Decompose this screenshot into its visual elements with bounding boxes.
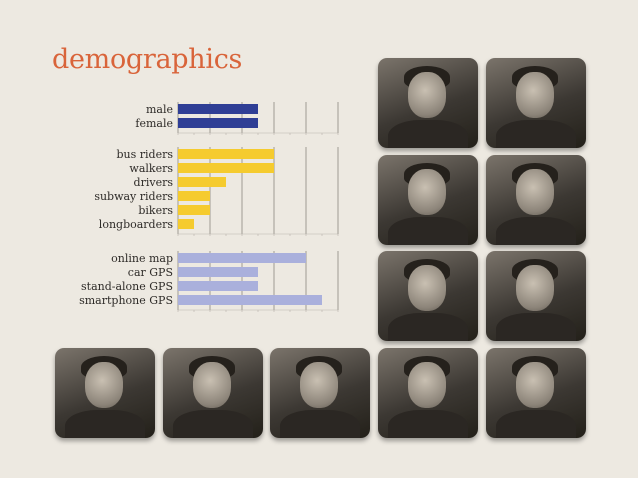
photo-head <box>408 169 446 215</box>
photo-person-3 <box>378 155 478 245</box>
bar <box>178 177 226 187</box>
photo-person-9 <box>270 348 370 438</box>
photo-person-6 <box>486 251 586 341</box>
category-label: male <box>146 103 173 116</box>
photo-head <box>408 362 446 408</box>
category-label: longboarders <box>99 218 174 231</box>
bar <box>178 205 210 215</box>
category-label: car GPS <box>128 266 173 279</box>
photo-person-10 <box>378 348 478 438</box>
photo-head <box>85 362 123 408</box>
category-label: walkers <box>129 162 173 175</box>
photo-head <box>516 72 554 118</box>
photo-body <box>496 217 576 245</box>
bar <box>178 267 258 277</box>
bar <box>178 219 194 229</box>
photo-body <box>388 217 468 245</box>
category-label: drivers <box>134 176 174 189</box>
category-label: female <box>135 117 173 130</box>
photo-head <box>193 362 231 408</box>
photo-person-2 <box>486 58 586 148</box>
bar <box>178 295 322 305</box>
category-label: stand-alone GPS <box>81 280 173 293</box>
bar <box>178 163 274 173</box>
bar <box>178 191 210 201</box>
photo-head <box>516 265 554 311</box>
bar <box>178 118 258 128</box>
photo-body <box>388 120 468 148</box>
page-title: demographics <box>52 44 243 75</box>
photo-body <box>65 410 145 438</box>
photo-body <box>280 410 360 438</box>
photo-head <box>408 265 446 311</box>
photo-body <box>173 410 253 438</box>
photo-head <box>408 72 446 118</box>
photo-person-7 <box>55 348 155 438</box>
photo-person-1 <box>378 58 478 148</box>
bar <box>178 281 258 291</box>
photo-body <box>388 313 468 341</box>
bar <box>178 149 274 159</box>
photo-head <box>516 169 554 215</box>
photo-person-8 <box>163 348 263 438</box>
category-label: subway riders <box>94 190 173 203</box>
category-label: bikers <box>138 204 173 217</box>
photo-head <box>300 362 338 408</box>
photo-body <box>496 313 576 341</box>
photo-person-5 <box>378 251 478 341</box>
photo-person-4 <box>486 155 586 245</box>
photo-head <box>516 362 554 408</box>
photo-body <box>496 410 576 438</box>
photo-person-11 <box>486 348 586 438</box>
photo-body <box>496 120 576 148</box>
category-label: online map <box>111 252 173 265</box>
bar <box>178 253 306 263</box>
photo-body <box>388 410 468 438</box>
bar <box>178 104 258 114</box>
category-label: bus riders <box>117 148 174 161</box>
category-label: smartphone GPS <box>79 294 173 307</box>
